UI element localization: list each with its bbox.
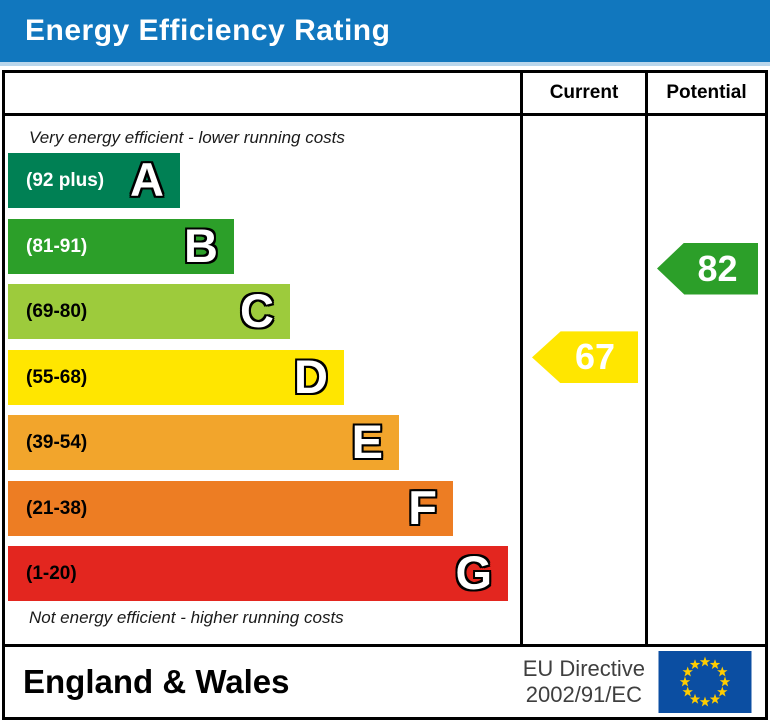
eu-directive-label: EU Directive 2002/91/EC bbox=[523, 656, 645, 708]
current-column: 67 bbox=[520, 116, 645, 644]
title-bar: Energy Efficiency Rating bbox=[0, 0, 770, 62]
region-label: England & Wales bbox=[23, 663, 290, 700]
band-range-label: (81-91) bbox=[26, 235, 88, 257]
band-letter: D bbox=[294, 349, 328, 403]
header-cell-potential: Potential bbox=[645, 73, 765, 113]
table-header-row: Current Potential bbox=[5, 73, 765, 116]
band-letter: B bbox=[184, 218, 218, 272]
band-range-label: (92 plus) bbox=[26, 170, 105, 191]
band-C: (69-80) C bbox=[8, 284, 290, 339]
current-rating-value: 67 bbox=[574, 336, 616, 378]
caption-very-efficient: Very energy efficient - lower running co… bbox=[29, 128, 345, 147]
band-letter: A bbox=[130, 153, 164, 206]
energy-rating-table: Current Potential Very energy efficient … bbox=[2, 70, 768, 720]
band-B: (81-91) B bbox=[8, 218, 234, 274]
page-title: Energy Efficiency Rating bbox=[25, 14, 391, 47]
current-rating-arrow: 67 bbox=[532, 331, 638, 384]
band-range-label: (1-20) bbox=[26, 563, 77, 584]
band-D: (55-68) D bbox=[8, 349, 344, 405]
header-cell-empty bbox=[5, 73, 520, 113]
band-A: (92 plus) A bbox=[8, 153, 180, 208]
band-range-label: (55-68) bbox=[26, 366, 88, 388]
bands-column: Very energy efficient - lower running co… bbox=[5, 116, 520, 644]
eu-directive-line2: 2002/91/EC bbox=[525, 682, 642, 707]
band-G: (1-20) G bbox=[8, 546, 508, 601]
caption-not-efficient: Not energy efficient - higher running co… bbox=[29, 608, 344, 627]
table-footer-row: England & Wales EU Directive 2002/91/EC bbox=[5, 644, 765, 717]
band-letter: G bbox=[455, 546, 492, 599]
title-bar-gap bbox=[0, 66, 770, 70]
band-letter: E bbox=[351, 415, 383, 468]
eu-flag-icon bbox=[658, 651, 752, 713]
header-cell-current: Current bbox=[520, 73, 645, 113]
band-range-label: (69-80) bbox=[26, 301, 88, 322]
band-letter: C bbox=[240, 284, 274, 337]
title-bar-accent-strip bbox=[0, 62, 770, 66]
band-letter: F bbox=[408, 480, 437, 534]
chart-row: Very energy efficient - lower running co… bbox=[5, 116, 765, 644]
band-range-label: (21-38) bbox=[26, 497, 88, 519]
band-E: (39-54) E bbox=[8, 415, 399, 470]
potential-column: 82 bbox=[645, 116, 765, 644]
band-range-label: (39-54) bbox=[26, 432, 88, 453]
potential-rating-arrow: 82 bbox=[657, 242, 758, 295]
band-F: (21-38) F bbox=[8, 480, 453, 536]
eu-directive-line1: EU Directive bbox=[522, 656, 645, 682]
potential-rating-value: 82 bbox=[697, 247, 738, 289]
